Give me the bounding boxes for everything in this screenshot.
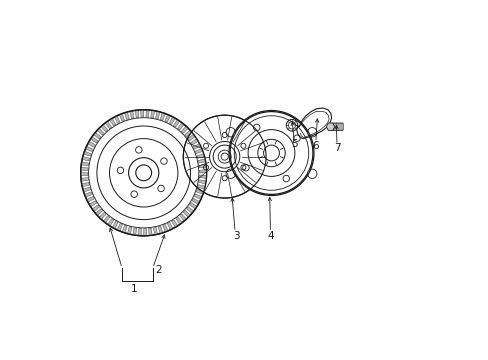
Polygon shape — [95, 209, 102, 216]
Polygon shape — [99, 212, 106, 220]
Polygon shape — [122, 225, 127, 233]
Polygon shape — [193, 144, 201, 149]
Circle shape — [183, 115, 265, 198]
Text: 6: 6 — [312, 141, 319, 151]
Circle shape — [307, 127, 316, 137]
Polygon shape — [175, 217, 182, 224]
Polygon shape — [167, 222, 173, 230]
Polygon shape — [84, 192, 92, 197]
Circle shape — [81, 110, 206, 236]
Polygon shape — [197, 154, 204, 158]
Polygon shape — [189, 203, 197, 209]
Polygon shape — [105, 121, 111, 129]
Polygon shape — [112, 221, 118, 229]
Polygon shape — [129, 111, 134, 118]
Polygon shape — [90, 137, 98, 143]
Polygon shape — [150, 110, 154, 118]
Polygon shape — [184, 130, 192, 137]
Polygon shape — [197, 185, 205, 189]
Polygon shape — [124, 112, 129, 120]
Polygon shape — [177, 123, 184, 130]
Polygon shape — [158, 226, 163, 234]
Polygon shape — [186, 207, 193, 213]
Polygon shape — [92, 205, 100, 211]
Polygon shape — [155, 111, 160, 119]
Polygon shape — [183, 210, 190, 217]
Polygon shape — [83, 151, 91, 156]
Polygon shape — [101, 125, 108, 132]
Polygon shape — [171, 220, 178, 228]
Circle shape — [225, 127, 235, 137]
Polygon shape — [89, 201, 97, 207]
Polygon shape — [97, 128, 104, 135]
Polygon shape — [81, 178, 88, 181]
Polygon shape — [85, 146, 93, 152]
Polygon shape — [87, 141, 95, 147]
Polygon shape — [117, 223, 122, 231]
Polygon shape — [145, 110, 149, 117]
Text: 3: 3 — [233, 231, 240, 241]
Polygon shape — [82, 157, 90, 161]
Polygon shape — [196, 189, 203, 194]
Polygon shape — [190, 139, 198, 145]
Polygon shape — [109, 118, 116, 126]
Circle shape — [230, 112, 312, 194]
Polygon shape — [199, 175, 206, 178]
Polygon shape — [127, 227, 132, 234]
Circle shape — [225, 169, 235, 179]
FancyBboxPatch shape — [332, 123, 343, 130]
Polygon shape — [198, 180, 206, 184]
Polygon shape — [81, 167, 88, 171]
Polygon shape — [160, 113, 165, 120]
Polygon shape — [81, 173, 88, 176]
Polygon shape — [103, 216, 110, 223]
Polygon shape — [93, 132, 101, 139]
Polygon shape — [163, 224, 168, 232]
Polygon shape — [132, 228, 136, 235]
Polygon shape — [187, 134, 195, 141]
Polygon shape — [141, 110, 143, 117]
Polygon shape — [164, 114, 170, 122]
Polygon shape — [119, 114, 124, 121]
Text: 4: 4 — [266, 231, 273, 241]
Polygon shape — [153, 227, 157, 235]
Polygon shape — [199, 170, 206, 173]
Polygon shape — [81, 162, 88, 166]
Polygon shape — [195, 148, 203, 154]
Text: 5: 5 — [290, 139, 297, 149]
Polygon shape — [199, 164, 206, 168]
Polygon shape — [169, 117, 175, 125]
Polygon shape — [192, 198, 199, 204]
Circle shape — [307, 169, 316, 179]
Polygon shape — [148, 228, 152, 235]
Polygon shape — [135, 110, 139, 117]
Polygon shape — [198, 159, 205, 163]
Polygon shape — [107, 219, 114, 226]
Polygon shape — [138, 228, 141, 236]
Text: 2: 2 — [155, 265, 161, 275]
Text: 7: 7 — [333, 143, 340, 153]
Polygon shape — [181, 126, 188, 133]
Polygon shape — [81, 183, 89, 187]
Polygon shape — [194, 194, 202, 199]
Polygon shape — [179, 214, 186, 221]
Polygon shape — [86, 197, 94, 202]
Polygon shape — [173, 120, 180, 127]
Text: 1: 1 — [130, 284, 137, 294]
Polygon shape — [143, 229, 146, 236]
Polygon shape — [114, 116, 120, 123]
Polygon shape — [82, 187, 90, 192]
